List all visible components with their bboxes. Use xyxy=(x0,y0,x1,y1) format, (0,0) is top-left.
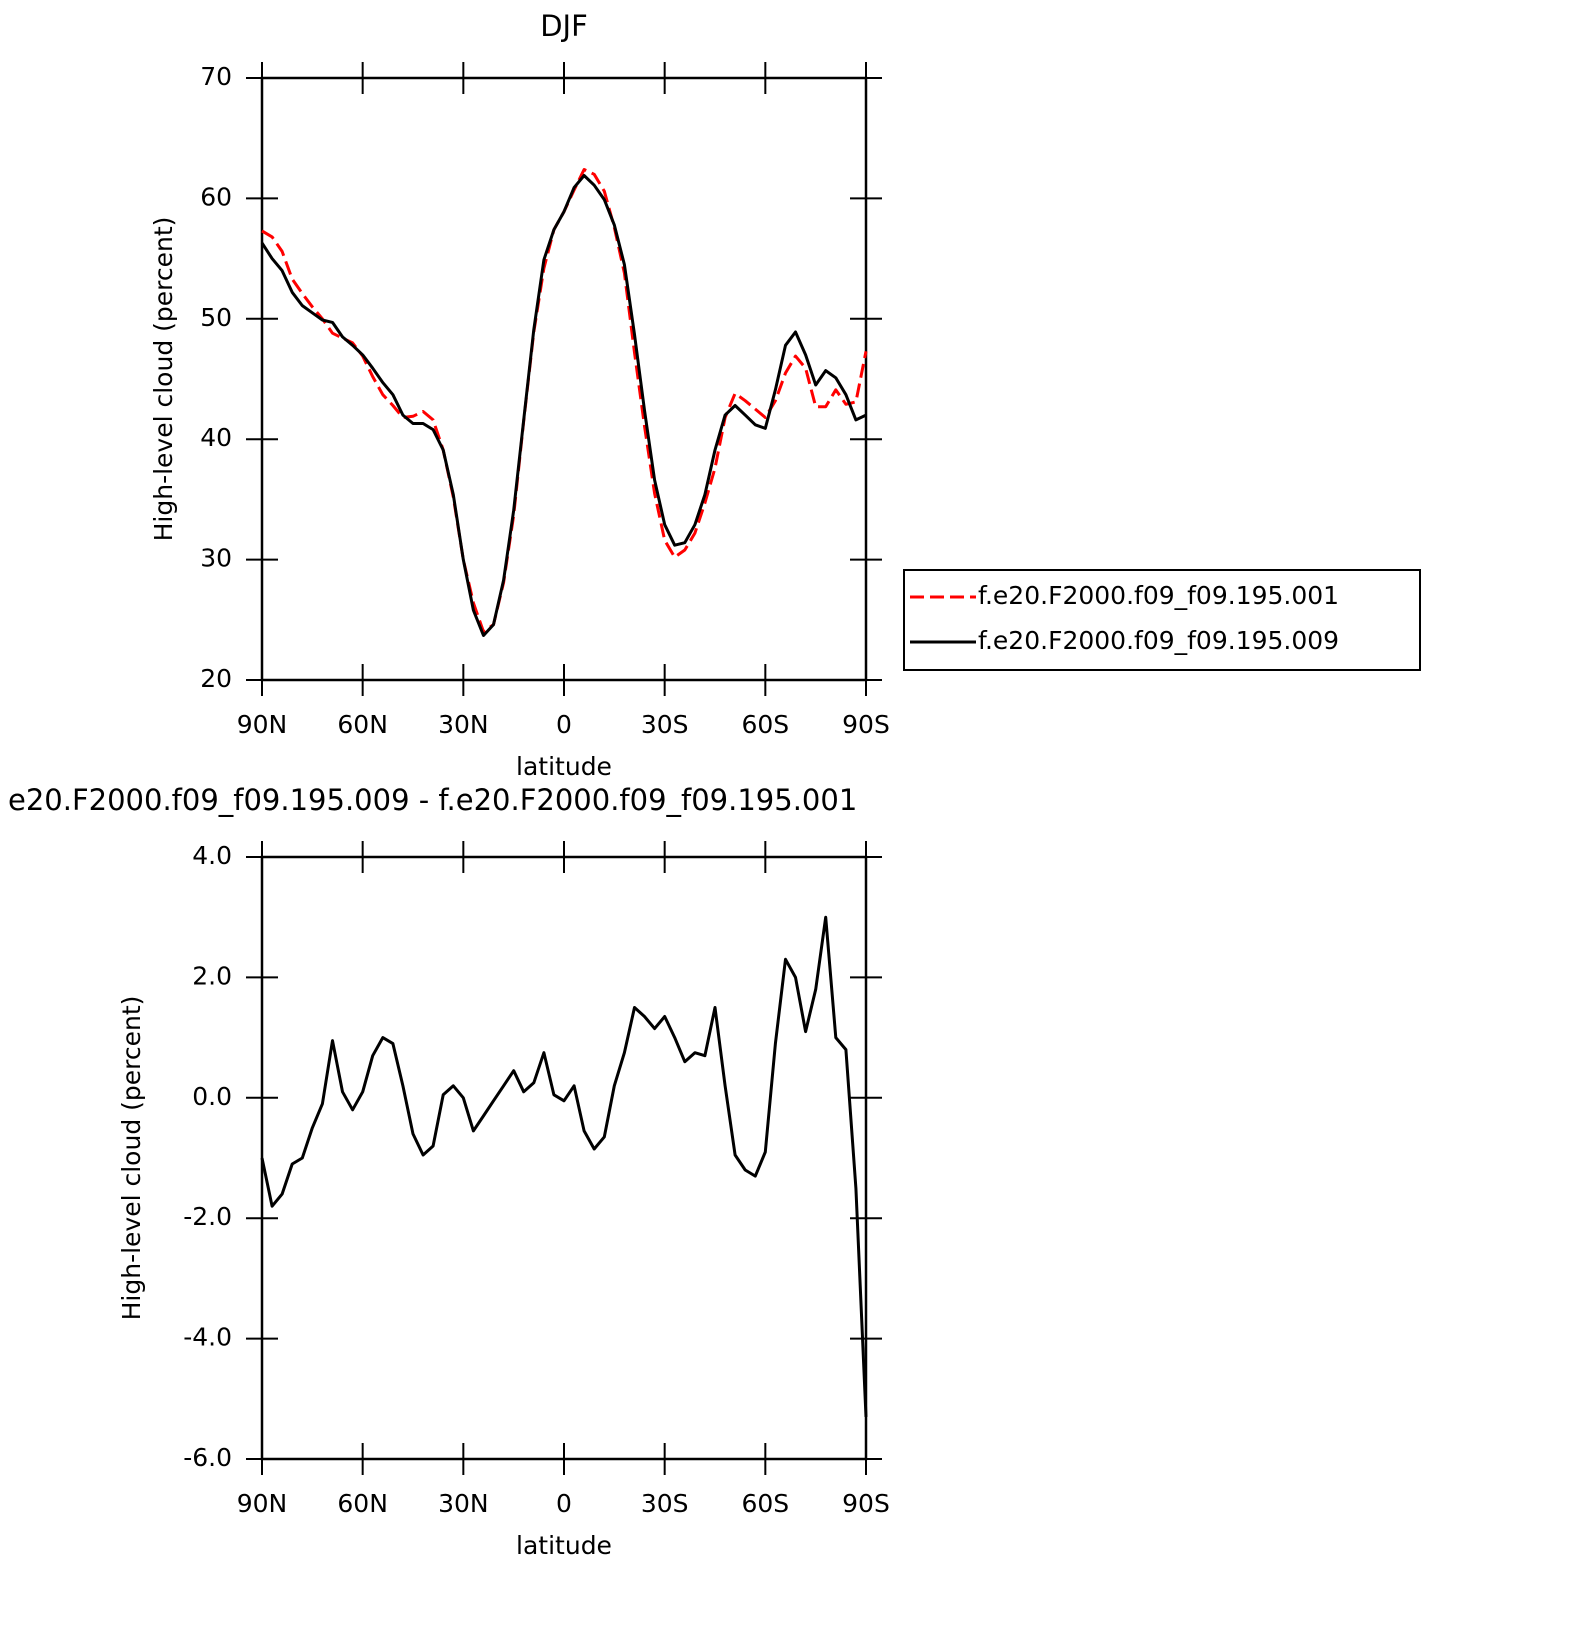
y-axis-label: High-level cloud (percent) xyxy=(117,996,146,1321)
x-tick-label: 0 xyxy=(556,1489,572,1518)
x-tick-label: 30S xyxy=(641,710,689,739)
y-tick-label: 70 xyxy=(200,62,232,91)
y-tick-label: 2.0 xyxy=(192,961,232,990)
chart-title: DJF xyxy=(540,9,588,43)
x-tick-label: 90S xyxy=(842,710,890,739)
y-tick-label: -6.0 xyxy=(183,1443,232,1472)
y-tick-label: -2.0 xyxy=(183,1202,232,1231)
y-tick-label: 60 xyxy=(200,182,232,211)
x-tick-label: 90N xyxy=(237,1489,288,1518)
legend-label: f.e20.F2000.f09_f09.195.001 xyxy=(978,581,1339,610)
plot-frame xyxy=(260,76,868,682)
y-tick-label: 50 xyxy=(200,303,232,332)
y-tick-label: 20 xyxy=(200,664,232,693)
x-tick-label: 60S xyxy=(741,1489,789,1518)
legend-box xyxy=(903,569,1421,671)
x-axis-label: latitude xyxy=(516,1531,612,1560)
y-tick-label: 0.0 xyxy=(192,1082,232,1111)
x-tick-label: 30N xyxy=(438,710,489,739)
y-tick-label: 40 xyxy=(200,423,232,452)
y-axis-label: High-level cloud (percent) xyxy=(149,217,178,542)
x-tick-label: 60S xyxy=(741,710,789,739)
x-tick-label: 90N xyxy=(237,710,288,739)
y-tick-label: 4.0 xyxy=(192,841,232,870)
x-tick-label: 30S xyxy=(641,1489,689,1518)
x-tick-label: 30N xyxy=(438,1489,489,1518)
x-tick-label: 0 xyxy=(556,710,572,739)
data-line xyxy=(260,174,867,637)
y-tick-label: 30 xyxy=(200,544,232,573)
chart-title: e20.F2000.f09_f09.195.009 - f.e20.F2000.… xyxy=(8,783,857,817)
data-line xyxy=(260,915,868,1417)
x-tick-label: 60N xyxy=(337,1489,388,1518)
legend-label: f.e20.F2000.f09_f09.195.009 xyxy=(978,626,1339,655)
y-tick-label: -4.0 xyxy=(183,1323,232,1352)
x-tick-label: 60N xyxy=(337,710,388,739)
x-axis-label: latitude xyxy=(516,752,612,781)
x-tick-label: 90S xyxy=(842,1489,890,1518)
plot-frame xyxy=(260,855,868,1461)
data-line xyxy=(261,168,868,634)
